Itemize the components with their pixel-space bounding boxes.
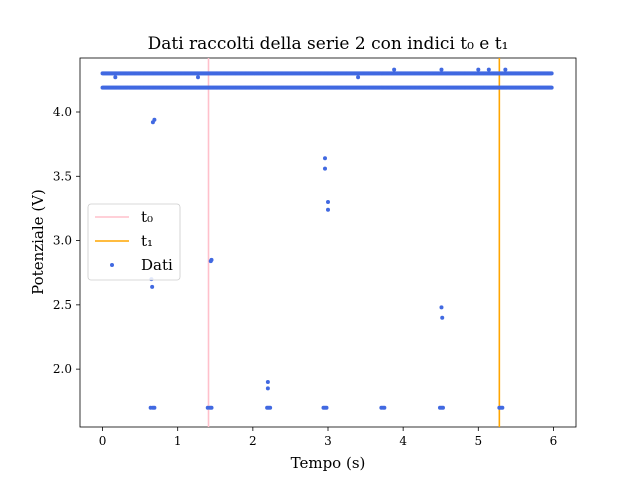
legend-label-t0: t₀ (141, 208, 153, 226)
data-point (382, 405, 387, 410)
x-tick-label: 1 (174, 434, 182, 448)
data-point (326, 207, 330, 212)
data-point (500, 405, 505, 410)
data-point (265, 386, 270, 391)
chart-title: Dati raccolti della serie 2 con indici t… (148, 34, 509, 54)
data-point (322, 166, 327, 171)
x-tick-label: 4 (399, 434, 407, 448)
y-tick-label: 2.0 (53, 362, 72, 376)
data-point (322, 156, 327, 161)
data-point (439, 67, 444, 72)
data-point (195, 75, 200, 80)
data-point (356, 75, 361, 80)
y-axis: 2.0 2.5 3.0 3.5 4.0 (53, 105, 80, 376)
y-tick-label: 2.5 (53, 298, 72, 312)
x-axis: 0 1 2 3 4 5 6 (99, 427, 558, 448)
y-axis-label: Potenziale (V) (29, 189, 47, 295)
data-point (324, 405, 329, 410)
legend-swatch-dati (110, 263, 114, 267)
legend-box (87, 203, 181, 281)
data-point (486, 67, 491, 72)
y-tick-label: 4.0 (53, 105, 72, 119)
data-points (100, 67, 554, 410)
y-tick-label: 3.0 (53, 234, 72, 248)
data-point (150, 284, 155, 289)
legend: t₀ t₁ Dati (87, 203, 181, 281)
data-point (440, 405, 445, 410)
x-tick-label: 0 (99, 434, 107, 448)
data-point (268, 405, 273, 410)
data-point (209, 405, 214, 410)
data-point (503, 67, 508, 72)
data-point (265, 380, 270, 384)
x-tick-label: 2 (249, 434, 257, 448)
x-tick-label: 3 (324, 434, 332, 448)
data-point (476, 67, 481, 72)
x-tick-label: 6 (550, 434, 558, 448)
data-point (113, 75, 118, 80)
data-point (440, 315, 445, 320)
data-point (152, 117, 157, 122)
data-point (209, 257, 214, 262)
legend-label-dati: Dati (141, 256, 173, 274)
data-point (439, 305, 444, 310)
data-point (392, 67, 397, 72)
x-axis-label: Tempo (s) (291, 454, 366, 472)
data-point (549, 85, 554, 90)
vertical-lines (207, 58, 501, 427)
legend-label-t1: t₁ (141, 232, 153, 250)
y-tick-label: 3.5 (53, 169, 72, 183)
data-point (549, 71, 554, 76)
data-point (326, 200, 330, 204)
x-tick-label: 5 (474, 434, 482, 448)
data-point (152, 405, 157, 410)
